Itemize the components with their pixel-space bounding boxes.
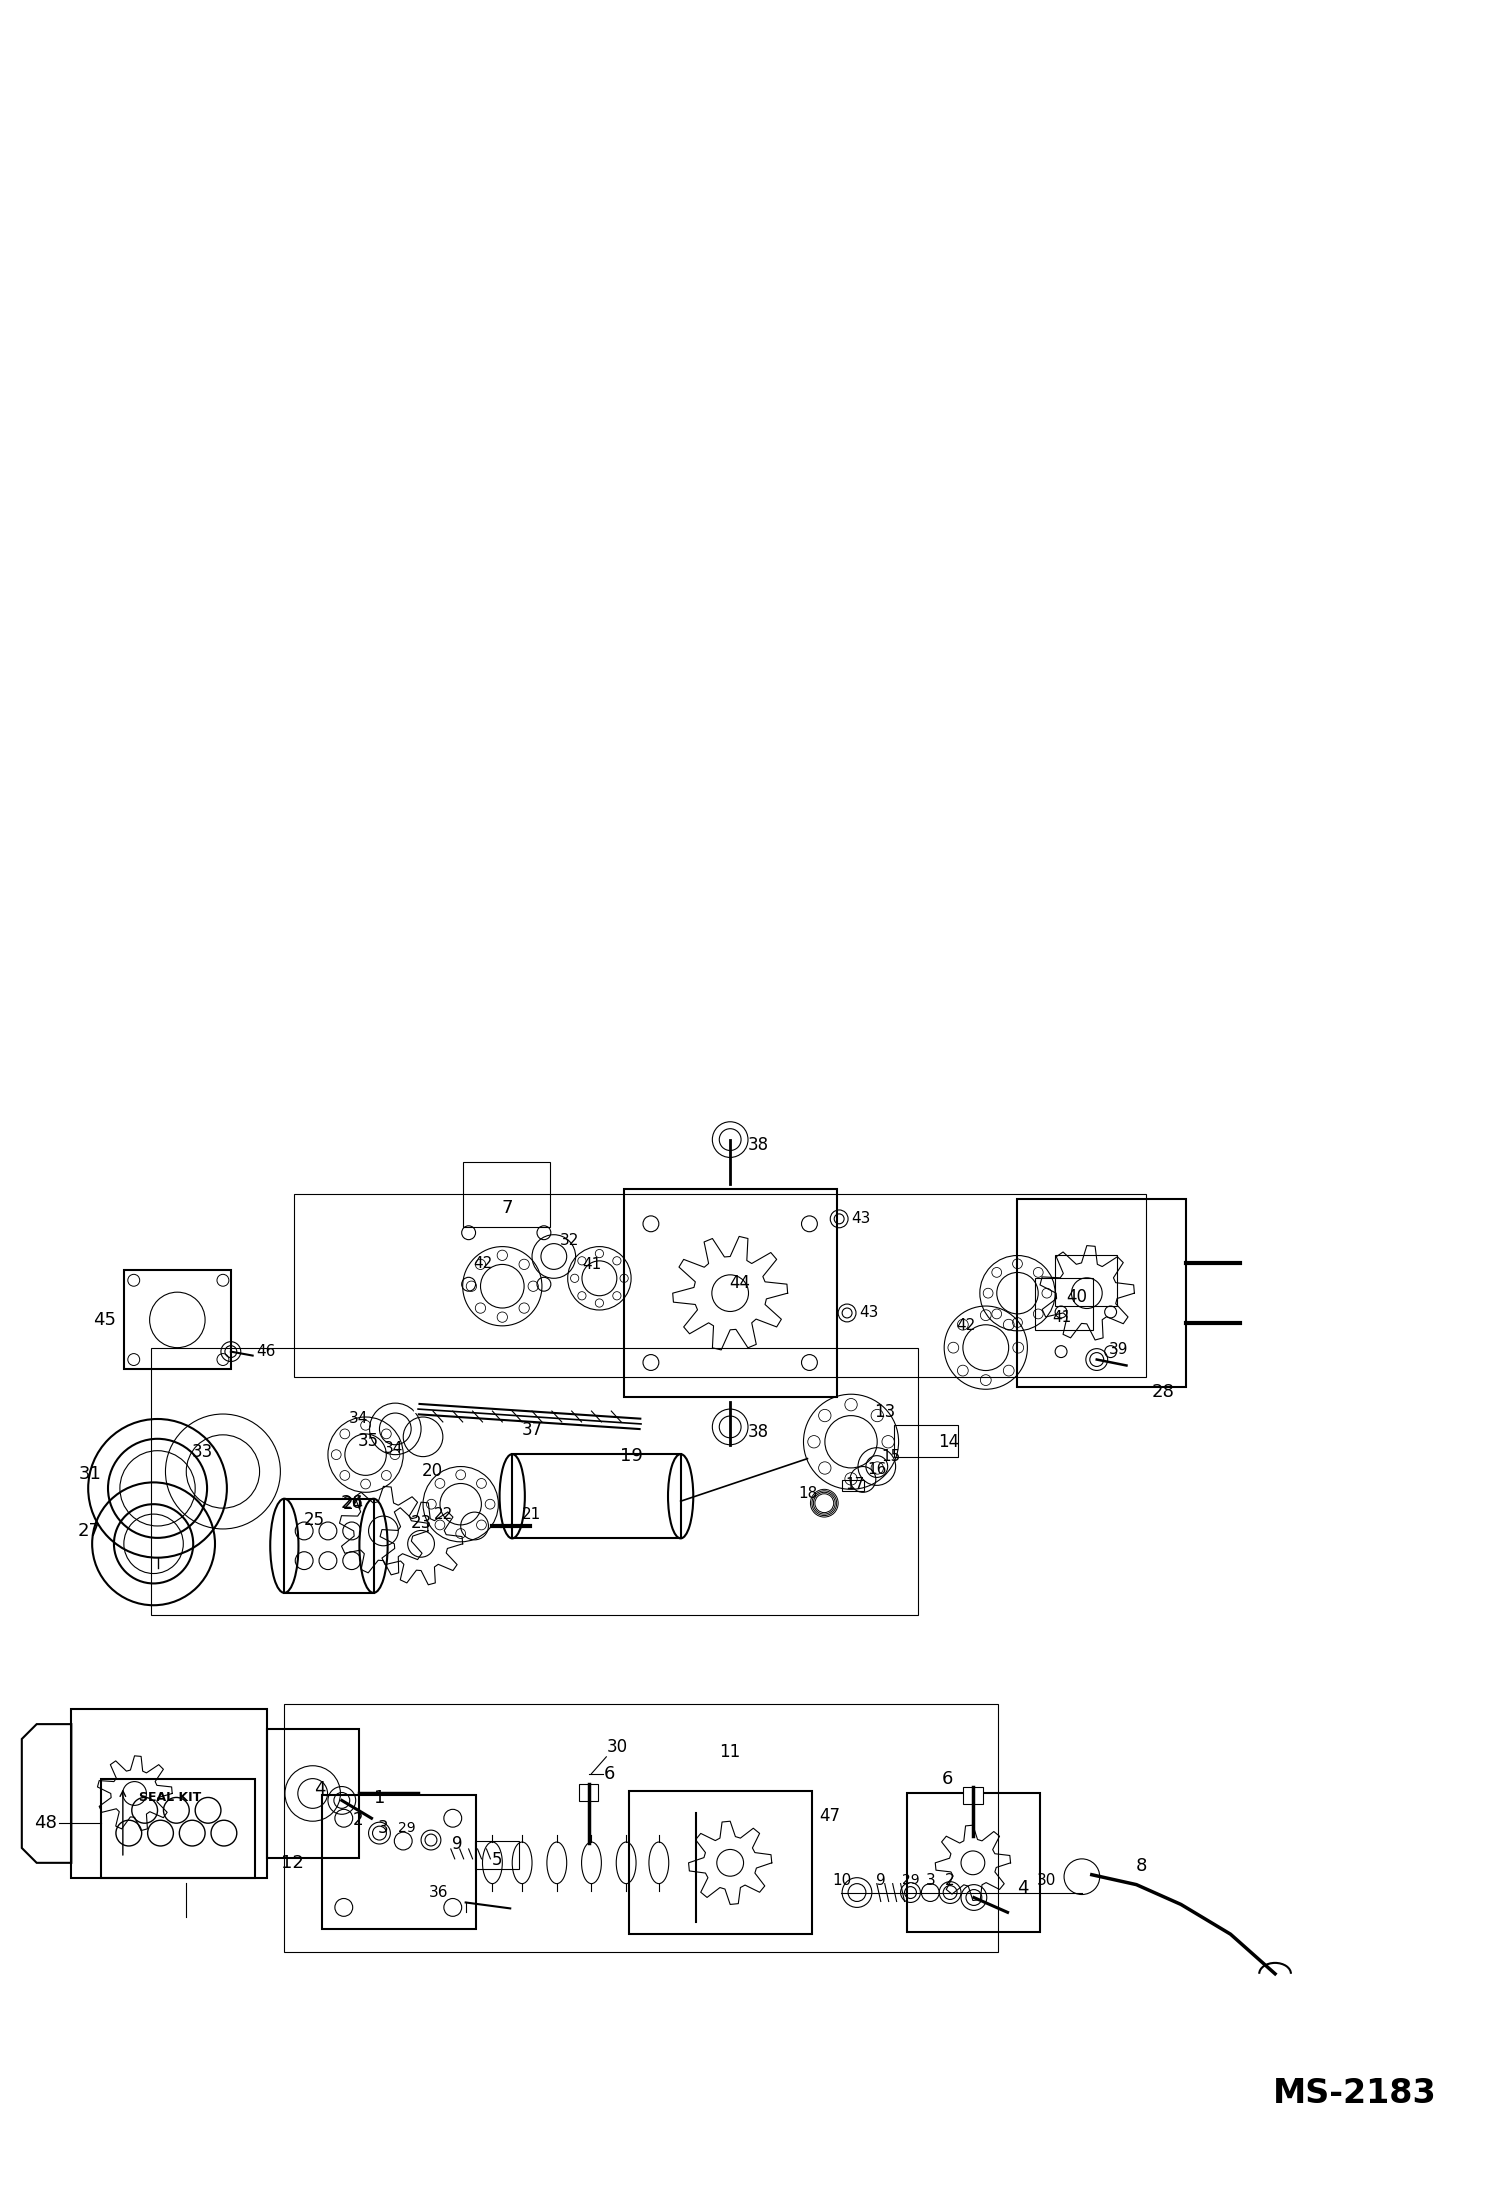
- Text: 6: 6: [604, 1765, 614, 1783]
- Text: 37: 37: [521, 1421, 542, 1439]
- Text: 23: 23: [410, 1513, 431, 1533]
- Text: 7: 7: [502, 1200, 512, 1217]
- Text: 42: 42: [957, 1318, 975, 1333]
- Bar: [285, 1498, 373, 1592]
- Text: 36: 36: [428, 1886, 448, 1899]
- Text: 8: 8: [1135, 1857, 1147, 1875]
- Text: 43: 43: [851, 1211, 870, 1226]
- Text: 38: 38: [748, 1136, 768, 1154]
- Text: 44: 44: [730, 1274, 750, 1292]
- Text: 31: 31: [78, 1465, 100, 1482]
- Text: 48: 48: [33, 1814, 57, 1831]
- Text: 22: 22: [433, 1507, 452, 1522]
- Text: 29: 29: [902, 1873, 920, 1886]
- Bar: [1035, 1279, 1092, 1329]
- Bar: [124, 1270, 231, 1368]
- Text: 19: 19: [620, 1447, 643, 1465]
- Text: 33: 33: [192, 1443, 213, 1461]
- Text: 17: 17: [845, 1476, 864, 1491]
- Text: 18: 18: [798, 1487, 818, 1500]
- Bar: [475, 1842, 520, 1868]
- Text: 38: 38: [748, 1423, 768, 1441]
- Text: 9: 9: [876, 1873, 885, 1888]
- Text: SEAL KIT: SEAL KIT: [139, 1789, 201, 1803]
- Bar: [512, 1454, 680, 1537]
- Text: 24: 24: [343, 1496, 364, 1513]
- Bar: [894, 1425, 959, 1456]
- Bar: [1017, 1200, 1186, 1388]
- Text: 3: 3: [377, 1820, 388, 1838]
- Text: 34: 34: [383, 1441, 403, 1456]
- Text: 4: 4: [1017, 1879, 1029, 1897]
- Text: 4: 4: [315, 1779, 327, 1798]
- Text: 40: 40: [1067, 1287, 1088, 1307]
- Bar: [578, 1783, 598, 1800]
- Text: 15: 15: [882, 1450, 900, 1465]
- Text: 28: 28: [1152, 1384, 1174, 1401]
- Text: 35: 35: [358, 1432, 379, 1450]
- Bar: [963, 1787, 983, 1805]
- Bar: [629, 1789, 812, 1934]
- Text: 47: 47: [819, 1807, 840, 1825]
- Bar: [267, 1728, 358, 1857]
- Text: 30: 30: [607, 1737, 628, 1757]
- Text: 10: 10: [833, 1873, 852, 1888]
- Bar: [322, 1796, 475, 1930]
- Text: 16: 16: [867, 1463, 887, 1478]
- Text: 41: 41: [1053, 1309, 1071, 1325]
- Bar: [1055, 1254, 1116, 1307]
- Text: 2: 2: [945, 1873, 954, 1888]
- Bar: [906, 1794, 1040, 1932]
- Text: 42: 42: [473, 1257, 493, 1272]
- Text: 45: 45: [93, 1311, 115, 1329]
- Text: 14: 14: [938, 1432, 959, 1452]
- Text: 25: 25: [304, 1511, 325, 1529]
- Text: 5: 5: [493, 1851, 503, 1868]
- Text: 6: 6: [942, 1770, 953, 1787]
- Text: 12: 12: [282, 1853, 304, 1873]
- Text: 41: 41: [581, 1257, 601, 1272]
- Text: 2: 2: [354, 1811, 364, 1829]
- Text: 20: 20: [422, 1463, 443, 1480]
- Text: 46: 46: [256, 1344, 276, 1360]
- Text: 13: 13: [873, 1404, 896, 1421]
- Bar: [72, 1708, 267, 1877]
- Text: MS-2183: MS-2183: [1272, 2077, 1437, 2110]
- Text: 3: 3: [926, 1873, 935, 1888]
- Text: 39: 39: [1109, 1342, 1128, 1357]
- Text: 11: 11: [719, 1743, 742, 1761]
- Text: 32: 32: [560, 1232, 580, 1248]
- Text: 9: 9: [452, 1836, 463, 1853]
- Text: 26: 26: [340, 1493, 364, 1513]
- Text: 1: 1: [373, 1789, 385, 1807]
- Bar: [625, 1189, 837, 1397]
- Text: 27: 27: [78, 1522, 100, 1539]
- Bar: [842, 1480, 864, 1491]
- Text: 29: 29: [398, 1820, 416, 1836]
- Text: 21: 21: [523, 1507, 541, 1522]
- Text: 34: 34: [349, 1412, 369, 1425]
- Text: 43: 43: [858, 1305, 878, 1320]
- Text: 30: 30: [1037, 1873, 1056, 1888]
- Bar: [100, 1779, 255, 1877]
- Bar: [463, 1162, 550, 1226]
